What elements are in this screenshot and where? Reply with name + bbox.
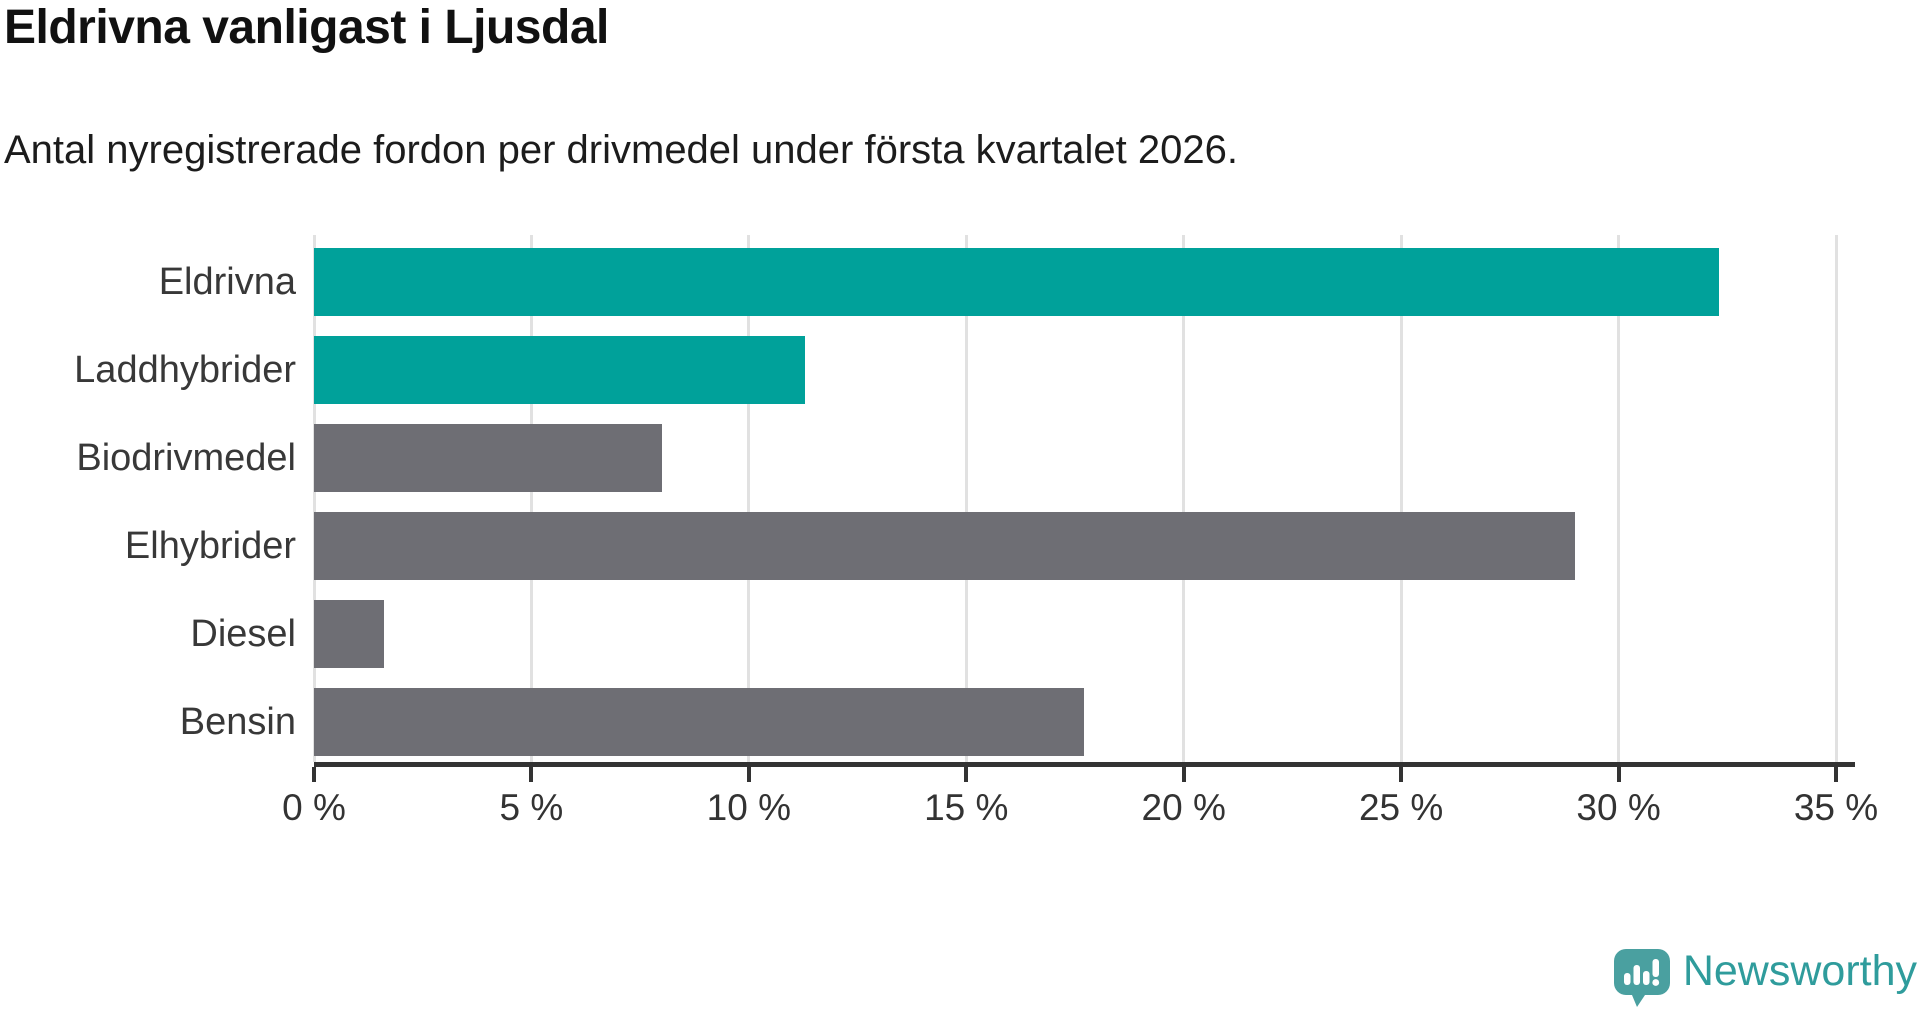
axis-tick: [1181, 767, 1186, 782]
gridline: [312, 235, 316, 762]
gridline: [1399, 235, 1403, 762]
bar: [314, 424, 662, 492]
chart-title: Eldrivna vanligast i Ljusdal: [4, 1, 609, 54]
axis-tick: [964, 767, 969, 782]
bar: [314, 248, 1719, 316]
axis-tick: [1399, 767, 1404, 782]
axis-tick-label: 5 %: [499, 787, 564, 828]
bar-row: Laddhybrider: [0, 336, 1900, 404]
bar-row: Diesel: [0, 600, 1900, 668]
axis-tick-label: 10 %: [706, 787, 792, 828]
bar-row: Eldrivna: [0, 248, 1900, 316]
x-axis-line: [314, 762, 1855, 767]
category-label: Eldrivna: [158, 261, 296, 303]
category-label: Biodrivmedel: [76, 437, 296, 479]
gridline: [964, 235, 968, 762]
bar: [314, 600, 384, 668]
gridline: [1182, 235, 1186, 762]
gridline: [1834, 235, 1838, 762]
axis-tick-label: 15 %: [924, 787, 1009, 828]
axis-tick: [746, 767, 751, 782]
gridline: [747, 235, 751, 762]
axis-tick: [1616, 767, 1621, 782]
axis-tick: [529, 767, 534, 782]
newsworthy-logo-text: Newsworthy: [1682, 947, 1917, 995]
axis-tick-label: 20 %: [1141, 787, 1226, 828]
chart-subtitle: Antal nyregistrerade fordon per drivmede…: [4, 128, 1239, 172]
gridline: [1617, 235, 1621, 762]
bar-row: Biodrivmedel: [0, 424, 1900, 492]
bar-row: Elhybrider: [0, 512, 1900, 580]
gridline: [529, 235, 533, 762]
bar: [314, 336, 806, 404]
newsworthy-logo[interactable]: Newsworthy: [1613, 947, 1917, 1010]
category-label: Bensin: [179, 701, 296, 743]
category-label: Laddhybrider: [74, 349, 296, 391]
axis-tick-label: 25 %: [1358, 787, 1444, 828]
bar: [314, 512, 1576, 580]
axis-tick: [312, 767, 316, 782]
bar-row: Bensin: [0, 688, 1900, 756]
axis-tick-label: 0 %: [282, 787, 346, 828]
bar: [314, 688, 1084, 756]
axis-tick-label: 30 %: [1576, 787, 1661, 828]
axis-tick: [1834, 767, 1838, 782]
category-label: Elhybrider: [124, 525, 296, 567]
newsworthy-bubble-chart-icon: [1613, 948, 1670, 1009]
category-label: Diesel: [190, 613, 296, 655]
bar-chart: 0 % 5 % 10 % 15 % 20 % 25 % 30 % 35 % Eldrivna L…: [0, 235, 1900, 855]
axis-tick-label: 35 %: [1793, 787, 1879, 828]
